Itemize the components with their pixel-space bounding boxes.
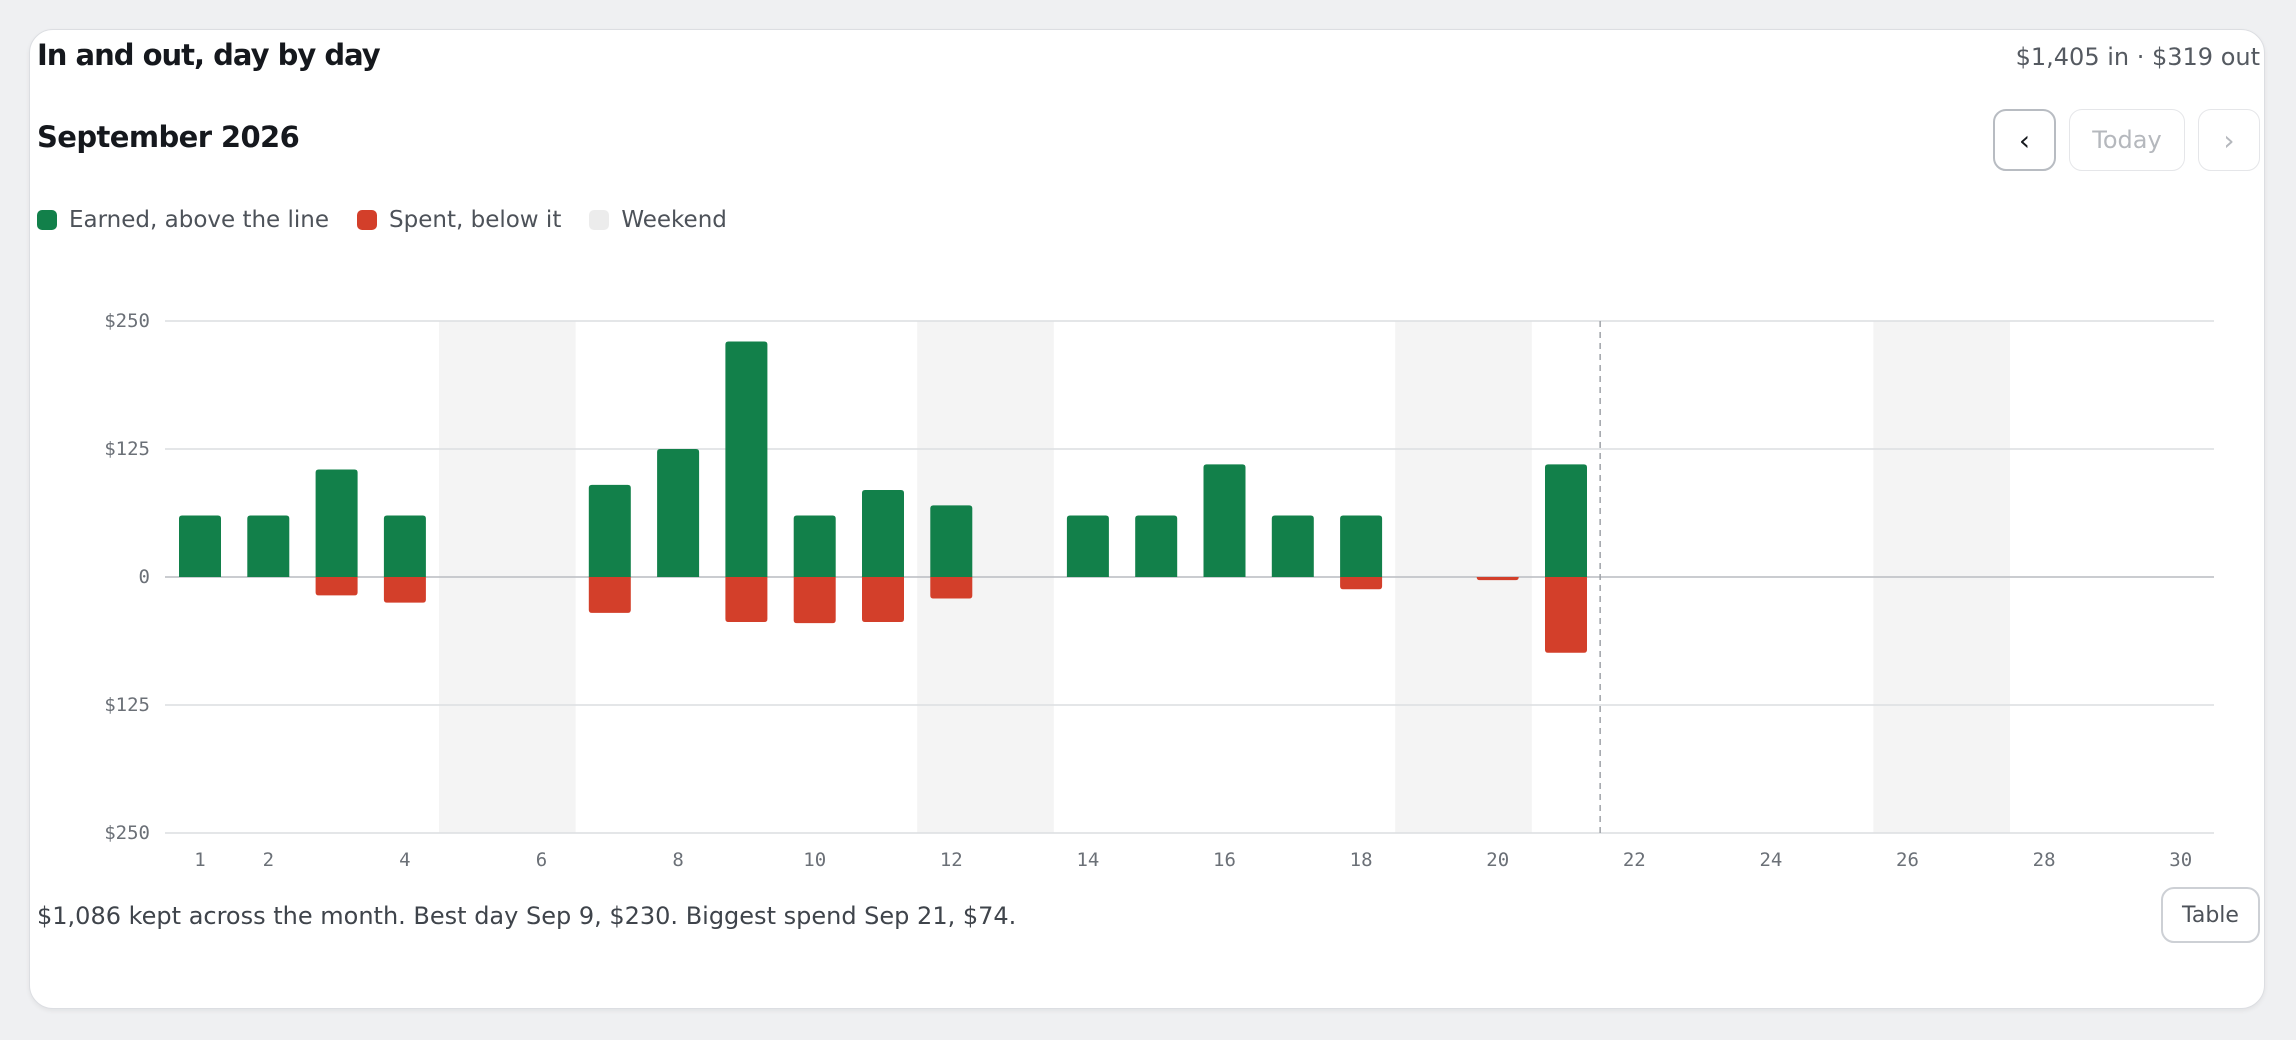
previous-month-button[interactable]: ‹ — [1993, 109, 2056, 171]
spent-bar-day-9 — [725, 577, 768, 623]
today-button[interactable]: Today — [2069, 109, 2185, 171]
spent-bar-day-10 — [793, 577, 836, 624]
weekend-swatch — [589, 210, 610, 230]
spent-bar-day-12 — [930, 577, 973, 599]
legend-weekend-label: Weekend — [621, 207, 727, 233]
earned-bar-day-1 — [179, 515, 221, 577]
spent-bar-day-7 — [588, 577, 631, 613]
y-tick-label: $250 — [104, 822, 150, 844]
earned-bar-day-17 — [1271, 515, 1314, 577]
earned-bar-day-4 — [383, 515, 426, 577]
earned-bar-day-14 — [1066, 515, 1109, 577]
legend-item-earned: Earned, above the line — [37, 207, 329, 233]
earned-bar-day-11 — [862, 489, 904, 577]
earned-bar-day-8 — [657, 449, 700, 577]
spent-bar-day-18 — [1340, 577, 1383, 590]
spent-bar-day-20 — [1476, 577, 1519, 581]
earned-bar-day-18 — [1340, 515, 1383, 577]
x-tick-label: 12 — [940, 849, 963, 871]
legend-item-spent: Spent, below it — [357, 207, 561, 233]
spent-bar-day-21 — [1545, 577, 1587, 653]
x-tick-label: 1 — [194, 849, 205, 871]
month-totals: $1,405 in · $319 out — [2015, 43, 2260, 71]
earned-bar-day-15 — [1135, 515, 1178, 577]
x-tick-label: 26 — [1896, 849, 1919, 871]
earned-bar-day-21 — [1545, 464, 1587, 577]
spent-bar-day-11 — [862, 577, 904, 623]
spent-bar-day-4 — [383, 577, 426, 603]
card-title: In and out, day by day — [37, 38, 381, 72]
spent-swatch — [357, 210, 378, 230]
month-navigation: ‹ Today › — [1993, 109, 2260, 171]
x-tick-label: 2 — [263, 849, 274, 871]
y-tick-label: $125 — [104, 438, 150, 460]
x-tick-label: 4 — [399, 849, 410, 871]
month-summary: $1,086 kept across the month. Best day S… — [37, 902, 1017, 930]
earned-bar-day-2 — [247, 515, 290, 577]
x-tick-label: 6 — [536, 849, 547, 871]
x-tick-label: 20 — [1486, 849, 1509, 871]
x-tick-label: 24 — [1759, 849, 1782, 871]
x-tick-label: 10 — [803, 849, 826, 871]
earned-bar-day-7 — [588, 484, 631, 577]
month-label: September 2026 — [37, 120, 300, 154]
x-tick-label: 14 — [1076, 849, 1099, 871]
earned-bar-day-3 — [315, 469, 358, 577]
chart-legend: Earned, above the line Spent, below it W… — [37, 207, 755, 233]
x-tick-label: 22 — [1623, 849, 1646, 871]
next-month-button[interactable]: › — [2198, 109, 2260, 171]
earned-bar-day-10 — [793, 515, 836, 577]
spent-bar-day-3 — [315, 577, 358, 596]
y-tick-label: $125 — [104, 694, 150, 716]
x-tick-label: 28 — [2033, 849, 2056, 871]
y-tick-label: $250 — [104, 310, 150, 332]
earned-bar-day-16 — [1203, 464, 1246, 577]
legend-spent-label: Spent, below it — [389, 207, 562, 233]
x-tick-label: 18 — [1350, 849, 1373, 871]
earned-swatch — [37, 210, 57, 230]
y-tick-label: 0 — [139, 566, 150, 588]
x-tick-label: 8 — [672, 849, 683, 871]
x-tick-label: 30 — [2169, 849, 2192, 871]
legend-earned-label: Earned, above the line — [69, 207, 330, 233]
table-view-button[interactable]: Table — [2161, 887, 2260, 943]
earned-bar-day-12 — [930, 505, 973, 577]
x-tick-label: 16 — [1213, 849, 1236, 871]
earned-bar-day-9 — [725, 341, 768, 577]
legend-item-weekend: Weekend — [589, 207, 727, 233]
